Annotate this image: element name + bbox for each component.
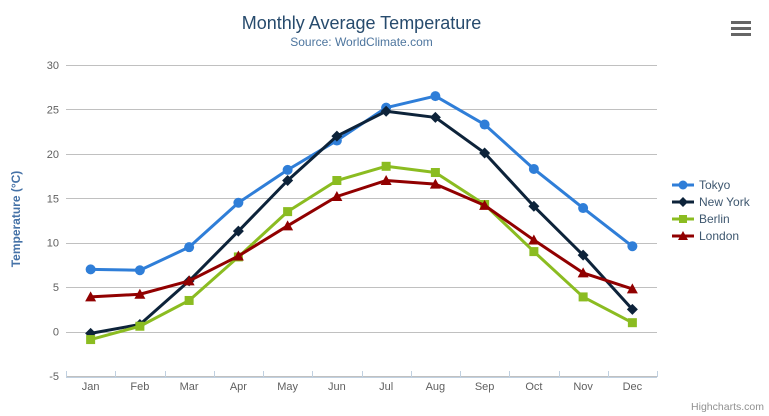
data-point-berlin-aug[interactable] (430, 168, 440, 178)
legend-label: London (699, 229, 740, 243)
legend-label: Berlin (699, 212, 730, 226)
data-point-berlin-feb[interactable] (135, 321, 145, 331)
data-point-berlin-mar[interactable] (184, 295, 194, 305)
data-point-new-york-jun[interactable] (331, 130, 343, 142)
legend-item-london[interactable]: London (672, 228, 750, 244)
data-point-new-york-may[interactable] (282, 175, 294, 187)
data-point-london-jul[interactable] (380, 175, 392, 186)
hamburger-icon (731, 21, 751, 36)
data-point-london-aug[interactable] (429, 178, 441, 189)
series-line-london (89, 179, 634, 299)
chart-subtitle: Source: WorldClimate.com (290, 35, 433, 49)
x-axis-label: May (277, 381, 298, 393)
legend-label: Tokyo (699, 178, 731, 192)
x-axis-label: Jun (328, 381, 346, 393)
data-point-london-may[interactable] (282, 220, 294, 231)
x-axis-label: Mar (180, 381, 199, 393)
data-point-tokyo-apr[interactable] (233, 197, 244, 208)
y-axis-label: 10 (47, 238, 59, 250)
data-point-london-jan[interactable] (85, 291, 97, 302)
data-point-berlin-oct[interactable] (529, 247, 539, 257)
data-point-berlin-nov[interactable] (578, 292, 588, 302)
data-point-london-oct[interactable] (528, 234, 540, 245)
data-point-london-nov[interactable] (577, 267, 589, 278)
y-axis-label: 25 (47, 104, 59, 116)
x-axis-label: Oct (525, 381, 542, 393)
data-point-london-sep[interactable] (479, 199, 491, 210)
legend: Tokyo New York Berlin London (672, 177, 750, 244)
legend-marker-diamond-icon (672, 197, 694, 207)
series-line-new-york (89, 109, 634, 335)
y-axis-label: 0 (53, 327, 59, 339)
x-axis-label: Sep (475, 381, 495, 393)
x-axis-label: Aug (426, 381, 446, 393)
data-point-new-york-jul[interactable] (380, 105, 392, 117)
legend-item-berlin[interactable]: Berlin (672, 211, 750, 227)
x-axis-label: Jul (379, 381, 393, 393)
data-point-berlin-may[interactable] (283, 207, 293, 217)
export-menu-button[interactable] (731, 21, 751, 36)
data-point-tokyo-mar[interactable] (184, 242, 195, 253)
legend-marker-shape (678, 180, 688, 190)
data-point-tokyo-aug[interactable] (430, 91, 441, 102)
x-axis-label: Nov (573, 381, 593, 393)
x-axis-label: Dec (623, 381, 643, 393)
data-point-london-jun[interactable] (331, 191, 343, 202)
data-point-london-dec[interactable] (626, 283, 638, 294)
data-point-new-york-dec[interactable] (626, 303, 638, 315)
data-point-tokyo-feb[interactable] (134, 265, 145, 276)
legend-marker-triangle-icon (672, 231, 694, 240)
data-point-london-mar[interactable] (183, 275, 195, 286)
x-axis-label: Feb (130, 381, 149, 393)
y-axis-label: 30 (47, 60, 59, 72)
legend-item-tokyo[interactable]: Tokyo (672, 177, 750, 193)
data-point-new-york-sep[interactable] (479, 147, 491, 159)
x-axis-label: Apr (230, 381, 247, 393)
data-point-new-york-aug[interactable] (429, 111, 441, 123)
data-point-tokyo-jan[interactable] (85, 264, 96, 275)
y-axis-label: 15 (47, 193, 59, 205)
y-axis-label: 5 (53, 282, 59, 294)
x-axis-label: Jan (82, 381, 100, 393)
legend-marker-shape (679, 215, 687, 223)
legend-label: New York (699, 195, 750, 209)
data-point-tokyo-sep[interactable] (479, 119, 490, 130)
data-point-new-york-nov[interactable] (577, 249, 589, 261)
data-point-london-apr[interactable] (232, 250, 244, 261)
data-point-tokyo-may[interactable] (282, 164, 293, 175)
legend-marker-shape (678, 231, 688, 240)
data-point-london-feb[interactable] (134, 288, 146, 299)
chart-title: Monthly Average Temperature (241, 13, 482, 33)
legend-marker-square-icon (672, 215, 694, 223)
data-point-berlin-jan[interactable] (86, 335, 96, 345)
credits-link[interactable]: Highcharts.com (691, 401, 764, 413)
data-point-berlin-jul[interactable] (381, 161, 391, 171)
data-point-new-york-apr[interactable] (232, 225, 244, 237)
y-axis-label: -5 (49, 371, 59, 383)
data-point-tokyo-nov[interactable] (578, 203, 589, 214)
data-point-tokyo-dec[interactable] (627, 241, 638, 252)
data-point-tokyo-oct[interactable] (528, 163, 539, 174)
legend-marker-circle-icon (672, 180, 694, 190)
data-point-new-york-oct[interactable] (528, 200, 540, 212)
data-point-berlin-dec[interactable] (627, 318, 637, 328)
series-line-berlin (89, 164, 634, 342)
data-point-berlin-jun[interactable] (332, 176, 342, 186)
legend-item-new-york[interactable]: New York (672, 194, 750, 210)
legend-marker-shape (678, 197, 688, 207)
y-axis-label: 20 (47, 149, 59, 161)
